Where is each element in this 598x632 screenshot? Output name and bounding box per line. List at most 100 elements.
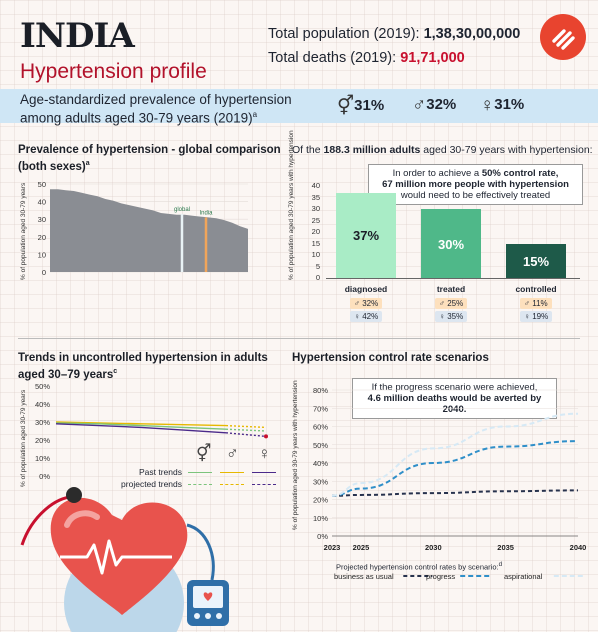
bar-value-label: 37%	[352, 228, 380, 244]
uncontrolled-title-line1: Trends in uncontrolled hypertension in a…	[18, 352, 268, 364]
y-tick-label: 50	[38, 180, 46, 189]
y-tick-label: 70%	[313, 404, 328, 413]
legend-swatch	[252, 484, 276, 485]
x-tick-label: 2025	[353, 543, 370, 552]
heart-shape	[50, 497, 188, 615]
scenario-line-aspirational	[331, 412, 579, 497]
scenarios-title: Hypertension control rate scenarios	[292, 352, 489, 364]
cascade-callout-1b: 50% control rate,	[481, 168, 559, 179]
male-stat: ♂32%	[412, 95, 456, 117]
male-badge: ♂ 32%	[350, 298, 383, 309]
global-comparison-ylabel: % of population aged 30-79 years	[20, 182, 27, 280]
uncontrolled-ylabel: % of population aged 30-79 years	[20, 389, 27, 487]
x-tick-label: 2030	[425, 543, 442, 552]
male-legend-icon: ♂	[226, 444, 239, 463]
y-tick-label: 40%	[313, 459, 328, 468]
legend-past-label: Past trends	[139, 467, 182, 477]
legend-swatch	[220, 472, 244, 473]
scenario-line-business-as-usual	[331, 489, 579, 497]
global-comparison-title-line2: (both sexes)	[18, 160, 86, 173]
population-label: Total population (2019):	[268, 26, 424, 42]
female-stat: ♀31%	[480, 95, 524, 117]
deaths-stat: Total deaths (2019): 91,71,000	[268, 50, 465, 66]
cascade-title: Of the 188.3 million adults aged 30-79 y…	[292, 144, 593, 156]
marker-label-india: India	[199, 210, 213, 216]
y-tick-label: 35	[311, 192, 320, 202]
y-tick-label: 0%	[317, 532, 328, 541]
bar-value-label: 15%	[522, 253, 550, 269]
legend-label-aspirational: aspirational	[504, 572, 543, 581]
bar-value-label: 30%	[437, 236, 465, 252]
scenarios-ylabel: % of population aged 30-79 years with hy…	[292, 380, 299, 530]
deaths-label: Total deaths (2019):	[268, 50, 401, 66]
y-tick-label: 20	[311, 227, 320, 236]
y-tick-label: 0	[42, 268, 46, 277]
y-tick-label: 30	[311, 204, 320, 213]
deaths-value: 91,71,000	[400, 50, 465, 66]
y-tick-label: 20	[38, 233, 46, 242]
scenarios-chart: 80% 70% 60% 50% 40% 30% 20% 10% 0% 2023 2025 2030 20…	[313, 386, 587, 552]
projected-trend-line	[225, 432, 267, 438]
legend-swatch	[188, 484, 212, 485]
x-tick-label: 2023	[324, 543, 341, 552]
legend-swatch	[220, 484, 244, 485]
cascade-chart: 40 35 30 25 20 15 10 5 0 37% diagnosed ♂ 32% ♀ 42% 30…	[300, 178, 590, 338]
global-comparison-title-line1: Prevalence of hypertension - global comp…	[18, 144, 281, 156]
uncontrolled-title-line2: aged 30–79 years	[18, 368, 114, 381]
both-sexes-stat: ⚥31%	[337, 95, 384, 118]
end-point-marker	[264, 434, 268, 439]
both-sexes-legend-icon: ⚥	[196, 444, 212, 463]
scenarios-legend-title: Projected hypertension control rates by …	[336, 561, 502, 572]
past-trend-line	[55, 421, 227, 427]
female-badge: ♀ 42%	[350, 311, 383, 322]
female-badge: ♀ 19%	[520, 311, 553, 322]
scenarios-callout: If the progress scenario were achieved, …	[352, 378, 557, 419]
y-tick-label: 10	[38, 250, 46, 259]
y-tick-label: 10	[311, 250, 320, 259]
y-tick-label: 10%	[35, 454, 50, 463]
country-title: INDIA	[20, 16, 135, 56]
projected-trend-line	[225, 428, 267, 432]
uncontrolled-chart: 50% 40% 30% 20% 10% 0%	[35, 382, 268, 481]
y-tick-label: 60%	[313, 423, 328, 432]
x-tick-label: 2035	[497, 543, 514, 552]
logo-icon	[540, 14, 586, 60]
cascade-ylabel: % of population aged 30-79 years with hy…	[288, 130, 295, 280]
past-trend-line	[55, 423, 227, 434]
legend-label-business-as-usual: business as usual	[334, 572, 394, 581]
bar-controlled	[506, 243, 566, 278]
y-tick-label: 20%	[35, 436, 50, 445]
global-comparison-sup: a	[85, 160, 90, 167]
y-tick-label: 30	[38, 215, 46, 224]
both-sexes-value: 31%	[354, 97, 385, 114]
legend-projected-label: projected trends	[121, 479, 182, 489]
category-label: diagnosed	[344, 284, 388, 294]
y-tick-label: 0	[315, 273, 320, 282]
y-tick-label: 15	[311, 238, 320, 248]
marker-label-global: global	[174, 207, 190, 213]
y-tick-label: 30%	[313, 477, 328, 486]
y-tick-label: 50%	[313, 441, 328, 450]
female-legend-icon: ♀	[258, 444, 271, 463]
y-tick-label: 0%	[39, 472, 50, 481]
scenarios-legend-sup: d	[498, 561, 503, 568]
past-trend-line	[55, 422, 227, 430]
prevalence-band	[0, 89, 598, 123]
legend-swatch	[252, 472, 276, 473]
stethoscope-icon	[66, 487, 82, 503]
profile-subtitle: Hypertension profile	[20, 60, 207, 83]
female-value: 31%	[494, 96, 525, 113]
scenario-line-progress	[331, 440, 579, 497]
x-tick-label: 2040	[570, 543, 587, 552]
cascade-title-suffix: aged 30-79 years with hypertension:	[420, 144, 593, 156]
cascade-callout-1a: In order to achieve a	[392, 168, 482, 179]
male-value: 32%	[426, 96, 457, 113]
bar-treated	[421, 209, 481, 278]
band-sup: a	[252, 110, 258, 119]
category-label: controlled	[515, 284, 557, 294]
female-badge: ♀ 35%	[435, 311, 468, 322]
y-tick-label: 5	[315, 261, 320, 271]
both-sexes-icon: ⚥	[337, 96, 355, 117]
bar-diagnosed	[336, 192, 396, 278]
heart-illustration	[20, 487, 229, 632]
